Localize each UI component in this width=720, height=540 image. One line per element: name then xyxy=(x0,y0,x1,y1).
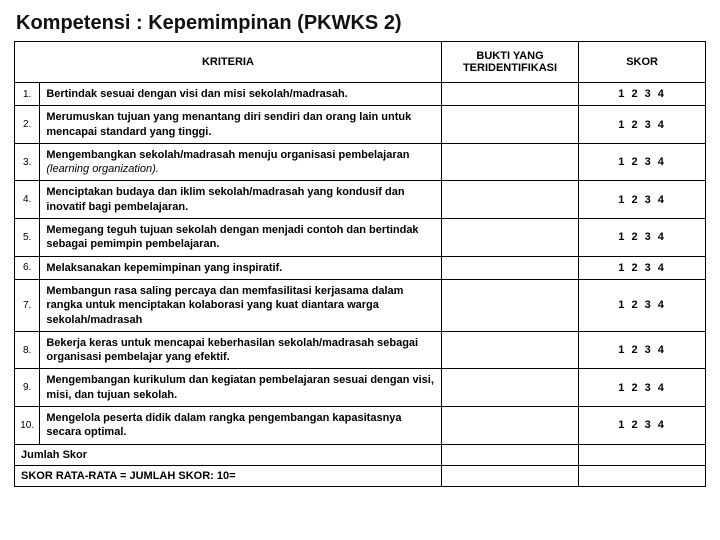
table-row: 6. Melaksanakan kepemimpinan yang inspir… xyxy=(15,256,706,279)
row-skor: 1 2 3 4 xyxy=(579,369,706,407)
row-number: 5. xyxy=(15,219,40,257)
table-row: 4. Menciptakan budaya dan iklim sekolah/… xyxy=(15,181,706,219)
table-row: 3. Mengembangkan sekolah/madrasah menuju… xyxy=(15,143,706,181)
row-number: 8. xyxy=(15,331,40,369)
row-kriteria: Mengelola peserta didik dalam rangka pen… xyxy=(40,407,442,445)
header-kriteria: KRITERIA xyxy=(15,42,442,83)
row-skor: 1 2 3 4 xyxy=(579,83,706,106)
row-skor: 1 2 3 4 xyxy=(579,279,706,331)
row-skor: 1 2 3 4 xyxy=(579,143,706,181)
row-bukti xyxy=(441,369,578,407)
table-row: 7. Membangun rasa saling percaya dan mem… xyxy=(15,279,706,331)
row-number: 10. xyxy=(15,407,40,445)
footer-skor xyxy=(579,465,706,486)
row-number: 6. xyxy=(15,256,40,279)
footer-skor xyxy=(579,444,706,465)
page-title: Kompetensi : Kepemimpinan (PKWKS 2) xyxy=(16,12,706,35)
header-bukti: BUKTI YANG TERIDENTIFIKASI xyxy=(441,42,578,83)
row-bukti xyxy=(441,181,578,219)
row-bukti xyxy=(441,219,578,257)
row-bukti xyxy=(441,407,578,445)
row-number: 3. xyxy=(15,143,40,181)
row-kriteria: Mengembangkan sekolah/madrasah menuju or… xyxy=(40,143,442,181)
footer-bukti xyxy=(441,444,578,465)
row-kriteria: Membangun rasa saling percaya dan memfas… xyxy=(40,279,442,331)
footer-label: SKOR RATA-RATA = JUMLAH SKOR: 10= xyxy=(15,465,442,486)
row-kriteria: Bertindak sesuai dengan visi dan misi se… xyxy=(40,83,442,106)
row-skor: 1 2 3 4 xyxy=(579,106,706,144)
table-row: 5. Memegang teguh tujuan sekolah dengan … xyxy=(15,219,706,257)
row-skor: 1 2 3 4 xyxy=(579,219,706,257)
row-bukti xyxy=(441,143,578,181)
footer-bukti xyxy=(441,465,578,486)
row-number: 7. xyxy=(15,279,40,331)
row-number: 9. xyxy=(15,369,40,407)
row-number: 4. xyxy=(15,181,40,219)
row-bukti xyxy=(441,106,578,144)
row-skor: 1 2 3 4 xyxy=(579,407,706,445)
row-skor: 1 2 3 4 xyxy=(579,181,706,219)
row-bukti xyxy=(441,83,578,106)
row-bukti xyxy=(441,279,578,331)
row-kriteria: Mengembangan kurikulum dan kegiatan pemb… xyxy=(40,369,442,407)
footer-jumlah: Jumlah Skor xyxy=(15,444,706,465)
table-row: 1. Bertindak sesuai dengan visi dan misi… xyxy=(15,83,706,106)
row-skor: 1 2 3 4 xyxy=(579,256,706,279)
table-row: 10. Mengelola peserta didik dalam rangka… xyxy=(15,407,706,445)
row-kriteria: Menciptakan budaya dan iklim sekolah/mad… xyxy=(40,181,442,219)
footer-label: Jumlah Skor xyxy=(15,444,442,465)
table-row: 2. Merumuskan tujuan yang menantang diri… xyxy=(15,106,706,144)
table-row: 8. Bekerja keras untuk mencapai keberhas… xyxy=(15,331,706,369)
row-bukti xyxy=(441,256,578,279)
footer-rata: SKOR RATA-RATA = JUMLAH SKOR: 10= xyxy=(15,465,706,486)
row-skor: 1 2 3 4 xyxy=(579,331,706,369)
header-skor: SKOR xyxy=(579,42,706,83)
row-kriteria: Merumuskan tujuan yang menantang diri se… xyxy=(40,106,442,144)
kriteria-table: KRITERIA BUKTI YANG TERIDENTIFIKASI SKOR… xyxy=(14,41,706,487)
row-number: 1. xyxy=(15,83,40,106)
row-kriteria: Memegang teguh tujuan sekolah dengan men… xyxy=(40,219,442,257)
row-number: 2. xyxy=(15,106,40,144)
table-header-row: KRITERIA BUKTI YANG TERIDENTIFIKASI SKOR xyxy=(15,42,706,83)
table-row: 9. Mengembangan kurikulum dan kegiatan p… xyxy=(15,369,706,407)
row-bukti xyxy=(441,331,578,369)
row-kriteria: Bekerja keras untuk mencapai keberhasila… xyxy=(40,331,442,369)
row-kriteria: Melaksanakan kepemimpinan yang inspirati… xyxy=(40,256,442,279)
